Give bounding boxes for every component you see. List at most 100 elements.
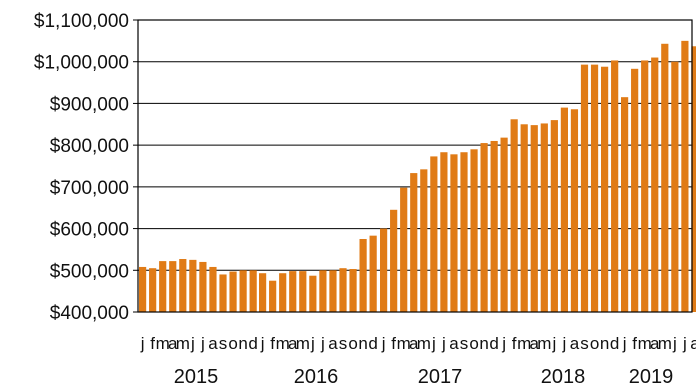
- bar: [239, 270, 247, 312]
- bar: [269, 280, 277, 312]
- x-tick-label: j: [381, 334, 386, 353]
- plot-frame: [137, 19, 693, 313]
- bar: [601, 66, 609, 312]
- x-tick-label: a: [288, 334, 298, 353]
- x-tick-label: m: [156, 334, 170, 353]
- x-tick-label: d: [368, 334, 377, 353]
- y-tick-label: $700,000: [50, 178, 129, 199]
- x-tick-label: f: [632, 334, 637, 353]
- x-tick-label: j: [310, 334, 315, 353]
- bar: [249, 270, 257, 312]
- x-tick-label: m: [276, 334, 290, 353]
- bar: [661, 43, 669, 312]
- x-tick-label: a: [168, 334, 178, 353]
- bar: [440, 152, 448, 312]
- x-tick-label: j: [682, 334, 687, 353]
- y-tick-label: $900,000: [50, 94, 129, 115]
- year-label: 2016: [294, 366, 339, 387]
- x-tick-label: j: [260, 334, 265, 353]
- bar: [470, 149, 478, 312]
- bar: [259, 273, 267, 312]
- bar: [410, 173, 418, 312]
- bar: [199, 261, 207, 312]
- bar: [179, 259, 187, 312]
- x-tick-label: j: [320, 334, 325, 353]
- y-axis-ticks: $400,000 $500,000 $600,000 $700,000 $800,000…: [34, 11, 138, 324]
- x-tick-label: n: [358, 334, 367, 353]
- x-tick-label: j: [551, 334, 556, 353]
- x-tick-label: f: [512, 334, 517, 353]
- bar: [420, 169, 428, 312]
- bar: [671, 61, 679, 313]
- x-tick-label: m: [638, 334, 652, 353]
- bar: [691, 46, 696, 312]
- x-tick-label: n: [238, 334, 247, 353]
- x-tick-label: j: [431, 334, 436, 353]
- bar: [430, 156, 438, 312]
- x-tick-label: a: [570, 334, 580, 353]
- bars: [139, 40, 696, 313]
- x-tick-label: f: [391, 334, 396, 353]
- bar: [169, 261, 177, 312]
- bar: [460, 152, 468, 312]
- y-tick-label: $1,100,000: [34, 11, 129, 32]
- x-tick-label: a: [530, 334, 540, 353]
- bar: [590, 64, 599, 312]
- bar: [289, 271, 297, 312]
- x-tick-label: d: [248, 334, 257, 353]
- bar: [400, 187, 408, 312]
- x-tick-label: j: [501, 334, 506, 353]
- x-tick-label: m: [517, 334, 531, 353]
- bar: [159, 261, 167, 312]
- bar: [560, 107, 568, 312]
- y-tick-label: $400,000: [50, 303, 129, 324]
- bar: [209, 266, 217, 312]
- x-tick-label: o: [348, 334, 357, 353]
- bar: [359, 239, 367, 312]
- x-tick-label: f: [270, 334, 275, 353]
- bar: [319, 270, 327, 312]
- bar: [530, 125, 538, 313]
- bar: [611, 60, 619, 313]
- bar: [139, 266, 147, 312]
- x-tick-label: j: [200, 334, 205, 353]
- bar: [219, 274, 227, 312]
- bar: [299, 271, 307, 312]
- bar: [309, 275, 317, 312]
- x-tick-label: a: [650, 334, 660, 353]
- x-tick-label: m: [397, 334, 411, 353]
- x-tick-label: s: [580, 334, 589, 353]
- bar: [550, 120, 558, 312]
- bar: [580, 64, 589, 312]
- x-tick-label: j: [672, 334, 677, 353]
- year-label: 2019: [629, 366, 674, 387]
- x-tick-label: a: [409, 334, 419, 353]
- y-tick-label: $600,000: [50, 220, 129, 241]
- x-axis-month-ticks: j f mam j j a s o n d j f mam j j a s o n d j f mam j j a s o n d j f ma…: [140, 334, 696, 353]
- x-tick-label: a: [690, 334, 696, 353]
- bar: [621, 97, 629, 312]
- x-tick-label: o: [228, 334, 237, 353]
- x-tick-label: j: [190, 334, 195, 353]
- bar: [540, 123, 548, 312]
- x-tick-label: s: [460, 334, 469, 353]
- x-tick-label: o: [590, 334, 599, 353]
- bar: [480, 143, 488, 312]
- x-tick-label: a: [449, 334, 459, 353]
- x-tick-label: f: [150, 334, 155, 353]
- bar: [349, 269, 357, 312]
- x-tick-label: d: [489, 334, 498, 353]
- bar: [149, 268, 157, 312]
- bar: [570, 109, 579, 313]
- bar: [229, 271, 237, 312]
- bar: [631, 68, 639, 312]
- y-tick-label: $800,000: [50, 136, 129, 157]
- bar: [329, 270, 337, 312]
- bar: [500, 137, 508, 312]
- x-tick-label: j: [140, 334, 145, 353]
- bar: [380, 228, 388, 312]
- x-axis-year-labels: 2015 2016 2017 2018 2019: [174, 366, 674, 387]
- bar: [641, 60, 649, 313]
- x-tick-label: m: [658, 334, 672, 353]
